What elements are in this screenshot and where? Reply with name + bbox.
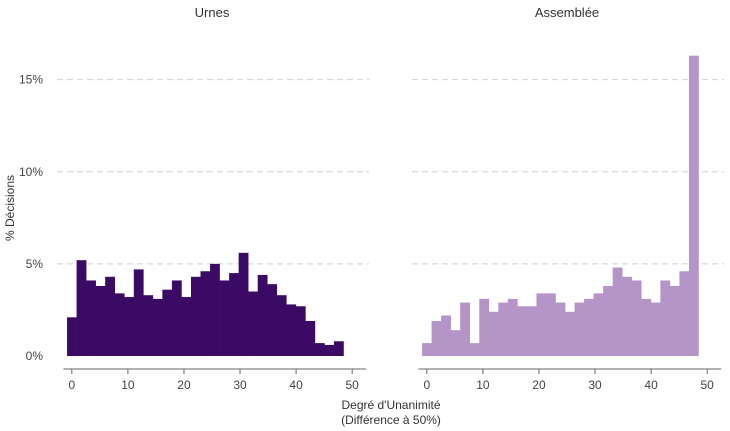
histogram-bar bbox=[181, 297, 192, 356]
histogram-bar bbox=[479, 298, 490, 356]
histogram-bar bbox=[276, 295, 287, 356]
histogram-bar bbox=[517, 306, 528, 356]
histogram-bar bbox=[584, 298, 594, 356]
y-tick-label: 0% bbox=[26, 349, 44, 363]
x-tick-label: 30 bbox=[588, 378, 602, 392]
x-axis-title-line-1: Degré d'Unanimité bbox=[341, 398, 440, 412]
histogram-bar bbox=[507, 298, 518, 356]
histogram-bar bbox=[669, 285, 680, 356]
histogram-bar bbox=[105, 276, 116, 356]
histogram-bar bbox=[441, 315, 451, 356]
histogram-bar bbox=[660, 280, 671, 356]
histogram-bar bbox=[536, 293, 547, 356]
histogram-bar bbox=[612, 267, 623, 356]
histogram-bar bbox=[631, 280, 642, 356]
histogram-bar bbox=[526, 306, 537, 356]
x-tick-label: 50 bbox=[345, 378, 359, 392]
histogram-bar bbox=[641, 298, 652, 356]
histogram-bar bbox=[450, 330, 461, 356]
facet-panels: Urnes 0% 5% 10% 15% 0 10 20 30 40 50 Assemblée 0 10 20… bbox=[19, 5, 724, 392]
panel-title: Urnes bbox=[195, 5, 230, 20]
histogram-bar bbox=[95, 285, 106, 356]
panel-2: Assemblée 0 10 20 30 40 50 bbox=[412, 5, 724, 392]
histogram-bar bbox=[152, 298, 163, 356]
panel-1: Urnes 0% 5% 10% 15% 0 10 20 30 40 50 bbox=[19, 5, 369, 392]
histogram-bar bbox=[324, 344, 335, 356]
histogram-bar bbox=[688, 55, 699, 357]
histogram-bar bbox=[190, 276, 201, 356]
histogram-bar bbox=[545, 293, 556, 356]
histogram-bar bbox=[200, 271, 211, 356]
histogram-bar bbox=[171, 280, 182, 356]
histogram-bar bbox=[460, 302, 471, 356]
histogram-bar bbox=[593, 293, 604, 356]
histogram-bar bbox=[565, 311, 575, 356]
x-axis-title-line-2: (Différence à 50%) bbox=[341, 413, 441, 427]
histogram-bar bbox=[286, 304, 297, 356]
histogram-bar bbox=[498, 302, 509, 356]
x-tick-label: 20 bbox=[532, 378, 546, 392]
histogram-bar bbox=[143, 295, 154, 356]
histogram-bar bbox=[210, 263, 220, 356]
x-tick-label: 40 bbox=[289, 378, 303, 392]
histogram-bar bbox=[431, 320, 442, 356]
histogram-bar bbox=[257, 274, 268, 356]
y-tick-label: 5% bbox=[26, 257, 44, 271]
x-tick-label: 30 bbox=[233, 378, 247, 392]
panel-title: Assemblée bbox=[535, 5, 599, 20]
histogram-bar bbox=[229, 273, 239, 356]
histogram-bar bbox=[314, 343, 325, 356]
histogram-bar bbox=[67, 317, 77, 356]
x-tick-label: 10 bbox=[476, 378, 490, 392]
x-tick-label: 20 bbox=[177, 378, 191, 392]
histogram-bar bbox=[305, 320, 316, 356]
histogram-bar bbox=[603, 285, 613, 356]
histogram-bar bbox=[679, 271, 690, 356]
y-tick-label: 10% bbox=[19, 165, 43, 179]
histogram-bar bbox=[76, 260, 87, 356]
histogram-bar bbox=[133, 269, 144, 356]
histogram-bar bbox=[162, 289, 173, 356]
x-tick-label: 40 bbox=[644, 378, 658, 392]
histogram-bar bbox=[422, 343, 432, 356]
histogram-bar bbox=[555, 302, 566, 356]
histogram-bar bbox=[267, 284, 278, 356]
histogram-bar bbox=[86, 280, 96, 356]
histogram-bar bbox=[114, 293, 125, 356]
x-tick-label: 0 bbox=[68, 378, 75, 392]
histogram-bar bbox=[488, 311, 499, 356]
histogram-bar bbox=[248, 291, 258, 356]
histogram-bar bbox=[219, 280, 230, 356]
histogram-bar bbox=[124, 297, 135, 356]
histogram-bar bbox=[622, 276, 633, 356]
y-axis-title: % Décisions bbox=[3, 175, 17, 241]
x-tick-label: 10 bbox=[121, 378, 135, 392]
histogram-bar bbox=[469, 343, 480, 356]
histogram-bar bbox=[333, 341, 344, 356]
histogram-bar bbox=[574, 302, 585, 356]
y-tick-label: 15% bbox=[19, 73, 43, 87]
x-tick-label: 50 bbox=[700, 378, 714, 392]
x-tick-label: 0 bbox=[423, 378, 430, 392]
histogram-bar bbox=[238, 252, 249, 356]
histogram-bar bbox=[295, 306, 306, 356]
histogram-bar bbox=[650, 302, 661, 356]
